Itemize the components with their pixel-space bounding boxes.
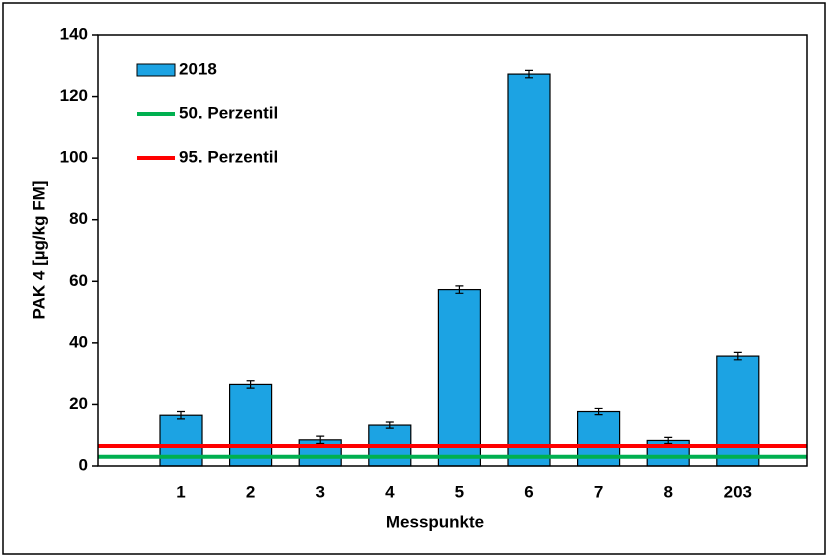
x-tick-label: 5 (455, 482, 464, 501)
error-bar (385, 421, 394, 429)
y-axis-label: PAK 4 [µg/kg FM] (29, 181, 48, 320)
error-bar (316, 435, 325, 445)
error-bar (664, 436, 673, 445)
bar (716, 355, 760, 467)
y-tick-label: 40 (69, 332, 88, 351)
x-tick-label: 8 (663, 482, 672, 501)
x-tick-label: 1 (176, 482, 185, 501)
legend-label: 2018 (179, 59, 217, 78)
error-bar (525, 69, 533, 79)
legend-label: 50. Perzentil (179, 103, 278, 122)
x-tick-label: 2 (246, 482, 255, 501)
y-tick-label: 20 (69, 394, 88, 413)
y-tick-label: 0 (79, 455, 88, 474)
x-tick-label: 3 (315, 482, 324, 501)
y-tick-label: 120 (60, 86, 88, 105)
x-tick-label: 7 (594, 482, 603, 501)
legend-label: 95. Perzentil (179, 147, 278, 166)
error-bar (733, 351, 742, 361)
error-bar (177, 410, 185, 420)
x-tick-label: 4 (385, 482, 395, 501)
y-tick-label: 60 (69, 271, 88, 290)
plot-frame (97, 34, 808, 467)
error-bar (246, 380, 255, 389)
x-axis-label: Messpunkte (386, 512, 484, 531)
bar (229, 383, 273, 467)
bar (507, 73, 551, 467)
bar (437, 288, 481, 467)
y-tick-label: 80 (69, 209, 88, 228)
x-tick-label: 6 (524, 482, 533, 501)
error-bar (594, 407, 603, 416)
y-tick-label: 140 (60, 24, 88, 43)
legend-swatch (136, 63, 176, 77)
y-tick-label: 100 (60, 148, 88, 167)
error-bar (455, 285, 464, 294)
x-tick-label: 203 (724, 482, 752, 501)
